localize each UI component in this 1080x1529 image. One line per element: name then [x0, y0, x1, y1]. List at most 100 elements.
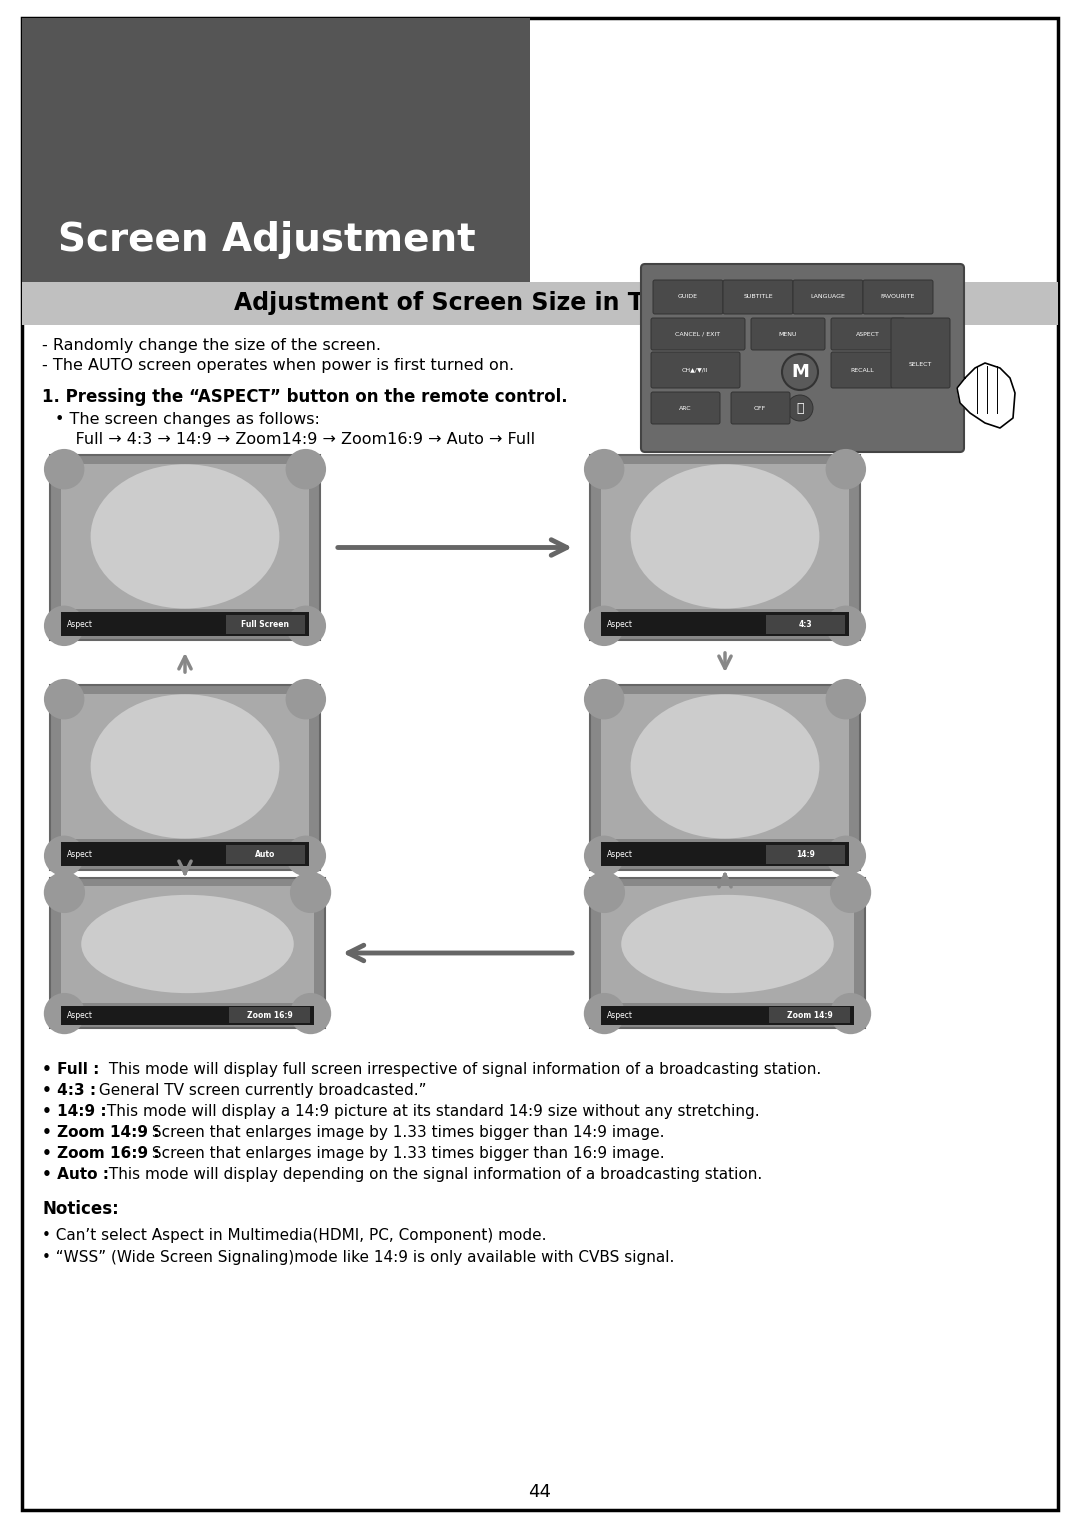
- Circle shape: [584, 450, 624, 489]
- Circle shape: [44, 992, 85, 1034]
- Bar: [60, 842, 309, 867]
- Text: SUBTITLE: SUBTITLE: [743, 295, 773, 300]
- FancyBboxPatch shape: [651, 352, 740, 388]
- Bar: [50, 878, 325, 1027]
- Circle shape: [584, 605, 624, 647]
- Text: OFF: OFF: [754, 405, 766, 410]
- Bar: [590, 685, 860, 870]
- Text: Screen that enlarges image by 1.33 times bigger than 14:9 image.: Screen that enlarges image by 1.33 times…: [147, 1125, 664, 1141]
- Bar: [50, 685, 320, 870]
- Text: • The screen changes as follows:: • The screen changes as follows:: [55, 411, 320, 427]
- Bar: [60, 612, 309, 636]
- Text: MENU: MENU: [779, 332, 797, 336]
- Text: FAVOURITE: FAVOURITE: [881, 295, 915, 300]
- Text: LANGUAGE: LANGUAGE: [811, 295, 846, 300]
- Text: • 4:3 :: • 4:3 :: [42, 1083, 96, 1098]
- Bar: [766, 615, 846, 635]
- Text: Auto: Auto: [255, 850, 275, 859]
- Circle shape: [782, 355, 818, 390]
- Bar: [600, 1006, 854, 1024]
- Circle shape: [44, 835, 84, 876]
- Circle shape: [787, 394, 813, 420]
- Text: Screen Adjustment: Screen Adjustment: [58, 222, 475, 258]
- Circle shape: [44, 872, 85, 913]
- Bar: [590, 456, 860, 641]
- Text: Aspect: Aspect: [607, 850, 633, 859]
- Text: • 14:9 :: • 14:9 :: [42, 1104, 107, 1119]
- Circle shape: [825, 679, 866, 720]
- Bar: [60, 885, 314, 1003]
- Bar: [22, 18, 530, 281]
- Bar: [60, 694, 309, 838]
- Text: RECALL: RECALL: [850, 367, 874, 373]
- FancyBboxPatch shape: [831, 318, 905, 350]
- Bar: [600, 694, 849, 838]
- Bar: [226, 844, 306, 864]
- Circle shape: [829, 872, 872, 913]
- Text: Screen that enlarges image by 1.33 times bigger than 16:9 image.: Screen that enlarges image by 1.33 times…: [147, 1147, 664, 1161]
- Text: Aspect: Aspect: [67, 1011, 93, 1020]
- Text: • Auto :: • Auto :: [42, 1167, 109, 1182]
- Text: Full Screen: Full Screen: [242, 619, 289, 628]
- Circle shape: [825, 835, 866, 876]
- Text: Full → 4:3 → 14:9 → Zoom14:9 → Zoom16:9 → Auto → Full: Full → 4:3 → 14:9 → Zoom14:9 → Zoom16:9 …: [55, 433, 535, 446]
- Text: This mode will display full screen irrespective of signal information of a broad: This mode will display full screen irres…: [104, 1063, 821, 1076]
- Text: • Full :: • Full :: [42, 1063, 99, 1076]
- Ellipse shape: [91, 694, 280, 838]
- FancyBboxPatch shape: [731, 391, 789, 424]
- FancyBboxPatch shape: [831, 352, 893, 388]
- FancyBboxPatch shape: [653, 280, 723, 313]
- FancyBboxPatch shape: [863, 280, 933, 313]
- Circle shape: [285, 835, 326, 876]
- Circle shape: [825, 450, 866, 489]
- Polygon shape: [957, 362, 1015, 428]
- Circle shape: [825, 605, 866, 647]
- Text: 14:9: 14:9: [796, 850, 815, 859]
- Circle shape: [44, 605, 84, 647]
- Text: Aspect: Aspect: [67, 850, 93, 859]
- FancyBboxPatch shape: [642, 265, 964, 453]
- Ellipse shape: [631, 694, 820, 838]
- Text: GUIDE: GUIDE: [678, 295, 698, 300]
- Text: Zoom 14:9: Zoom 14:9: [786, 1011, 833, 1020]
- Bar: [50, 456, 320, 641]
- Text: CH▲/▼/II: CH▲/▼/II: [681, 367, 708, 373]
- Circle shape: [584, 992, 625, 1034]
- Ellipse shape: [621, 894, 834, 994]
- Ellipse shape: [81, 894, 294, 994]
- Text: 4:3: 4:3: [798, 619, 812, 628]
- Bar: [590, 878, 865, 1027]
- Text: CANCEL / EXIT: CANCEL / EXIT: [675, 332, 720, 336]
- Circle shape: [584, 872, 625, 913]
- Circle shape: [289, 872, 332, 913]
- Text: Aspect: Aspect: [607, 619, 633, 628]
- Text: Notices:: Notices:: [42, 1200, 119, 1219]
- Bar: [769, 1008, 850, 1023]
- Text: ARC: ARC: [678, 405, 691, 410]
- Ellipse shape: [91, 465, 280, 609]
- Bar: [226, 615, 306, 635]
- Circle shape: [44, 679, 84, 720]
- Text: Aspect: Aspect: [67, 619, 93, 628]
- Text: • Zoom 14:9 :: • Zoom 14:9 :: [42, 1125, 160, 1141]
- Bar: [600, 612, 849, 636]
- Text: • “WSS” (Wide Screen Signaling)mode like 14:9 is only available with CVBS signal: • “WSS” (Wide Screen Signaling)mode like…: [42, 1251, 674, 1264]
- Bar: [60, 1006, 314, 1024]
- Text: 44: 44: [528, 1483, 552, 1501]
- Text: SELECT: SELECT: [908, 361, 932, 367]
- Circle shape: [829, 992, 872, 1034]
- FancyBboxPatch shape: [723, 280, 793, 313]
- FancyBboxPatch shape: [751, 318, 825, 350]
- Text: ASPECT: ASPECT: [856, 332, 880, 336]
- Text: Zoom 16:9: Zoom 16:9: [246, 1011, 293, 1020]
- Bar: [600, 885, 854, 1003]
- Text: Adjustment of Screen Size in TV and AV mode: Adjustment of Screen Size in TV and AV m…: [234, 291, 846, 315]
- Text: General TV screen currently broadcasted.”: General TV screen currently broadcasted.…: [94, 1083, 427, 1098]
- Text: M: M: [791, 362, 809, 381]
- Text: ⓘ: ⓘ: [796, 402, 804, 414]
- Text: • Can’t select Aspect in Multimedia(HDMI, PC, Component) mode.: • Can’t select Aspect in Multimedia(HDMI…: [42, 1228, 546, 1243]
- Text: 1. Pressing the “ASPECT” button on the remote control.: 1. Pressing the “ASPECT” button on the r…: [42, 388, 568, 407]
- Text: • Zoom 16:9 :: • Zoom 16:9 :: [42, 1147, 160, 1161]
- Text: This mode will display depending on the signal information of a broadcasting sta: This mode will display depending on the …: [104, 1167, 762, 1182]
- Text: - Randomly change the size of the screen.: - Randomly change the size of the screen…: [42, 338, 381, 353]
